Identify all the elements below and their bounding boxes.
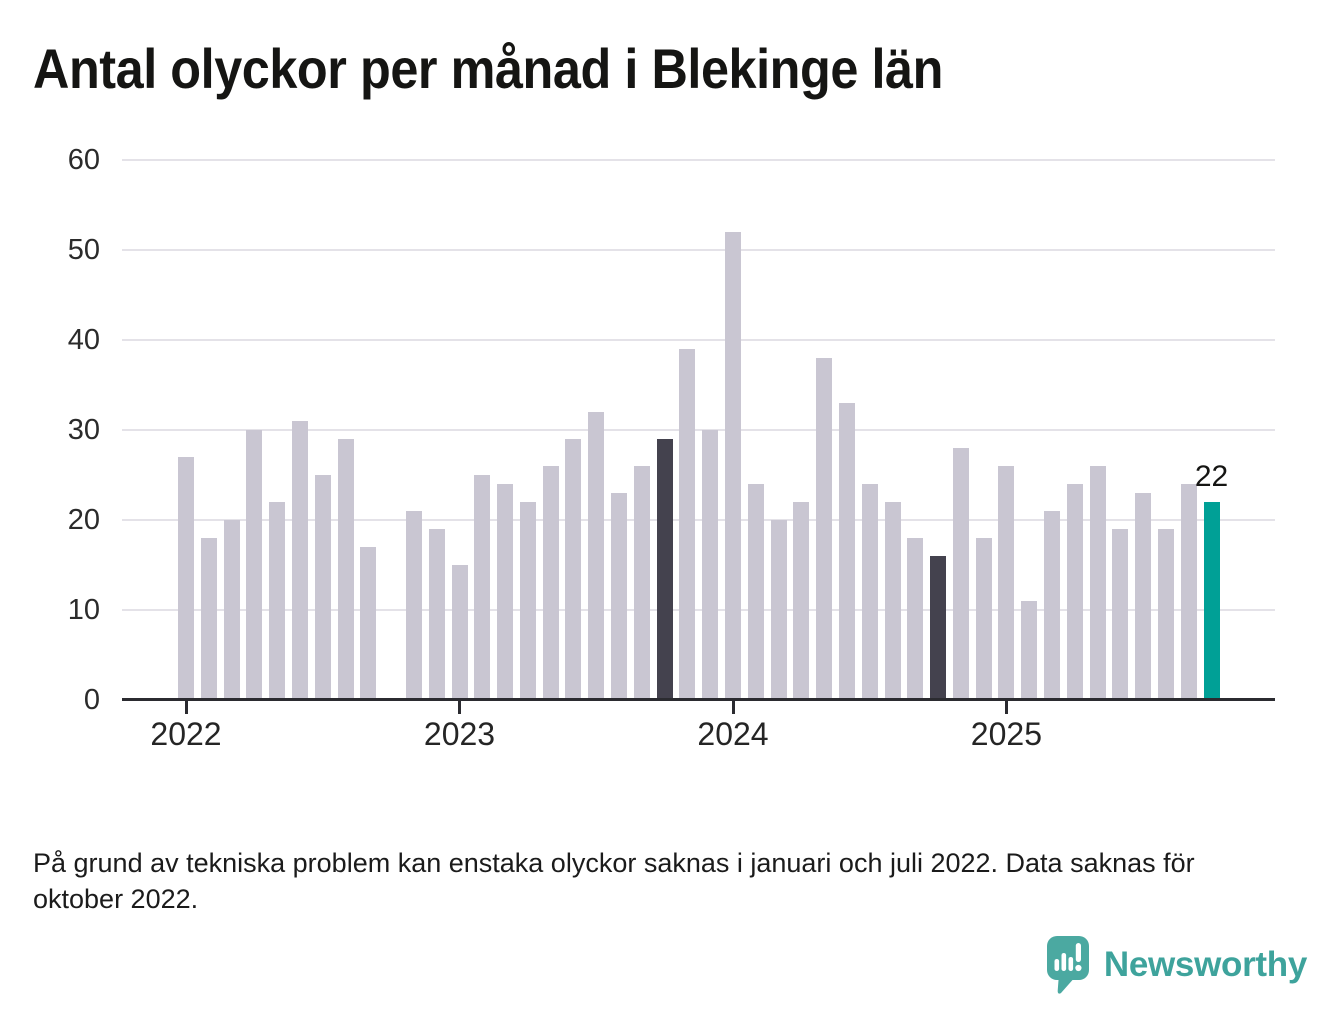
bar-2022-12 [428, 529, 445, 700]
bar-2023-12 [702, 430, 719, 700]
bar-2024-08 [884, 502, 901, 700]
bar-2023-06 [565, 439, 582, 700]
bar-2025-02 [1021, 601, 1038, 700]
bar-2023-08 [611, 493, 627, 700]
newsworthy-logo-text: Newsworthy [1103, 945, 1307, 984]
bar-2024-01 [725, 232, 741, 700]
gridline-10 [122, 609, 1275, 611]
x-axis-line [122, 698, 1275, 701]
bar-2024-09 [907, 538, 924, 700]
latest-value-label: 22 [1194, 460, 1229, 493]
bar-2022-09 [360, 547, 377, 700]
y-tick-label-0: 0 [83, 684, 100, 716]
bar-2023-04 [519, 502, 536, 700]
bar-2025-08 [1158, 529, 1174, 700]
y-tick-label-50: 50 [67, 234, 100, 266]
x-tick-label-2025: 2025 [970, 716, 1042, 752]
bar-2022-06 [291, 421, 308, 700]
bar-2024-07 [861, 484, 878, 700]
bar-2024-04 [793, 502, 810, 700]
bar-2024-03 [770, 520, 787, 700]
bar-2022-07 [314, 475, 331, 700]
bar-2022-11 [405, 511, 422, 700]
gridline-40 [122, 339, 1275, 341]
gridline-60 [122, 159, 1275, 161]
bar-2025-09 [1180, 484, 1197, 700]
newsworthy-logo: Newsworthy [1046, 936, 1307, 994]
gridline-30 [122, 429, 1275, 431]
chart-title: Antal olyckor per månad i Blekinge län [33, 37, 943, 100]
bar-2022-08 [337, 439, 354, 700]
bar-2024-06 [838, 403, 855, 700]
bar-2023-10 [656, 439, 673, 700]
x-tick-2025 [1004, 701, 1008, 714]
y-tick-label-20: 20 [67, 504, 100, 536]
x-tick-label-2024: 2024 [697, 716, 769, 752]
bar-2024-10 [930, 556, 947, 700]
y-tick-label-30: 30 [67, 414, 100, 446]
bar-2023-01 [451, 565, 468, 700]
bar-2025-06 [1112, 529, 1129, 700]
bar-2023-02 [474, 475, 491, 700]
bar-2024-05 [816, 358, 833, 700]
bar-2023-03 [497, 484, 514, 700]
newsworthy-logo-icon [1046, 936, 1089, 994]
gridline-20 [122, 519, 1275, 521]
bar-2024-11 [952, 448, 969, 700]
bar-2024-12 [975, 538, 992, 700]
y-tick-label-10: 10 [67, 594, 100, 626]
x-tick-label-2022: 2022 [150, 716, 222, 752]
y-tick-label-40: 40 [67, 324, 100, 356]
bar-2025-03 [1044, 511, 1060, 700]
y-tick-label-60: 60 [67, 144, 100, 176]
bar-2022-03 [223, 520, 240, 700]
bar-2024-02 [747, 484, 764, 700]
bar-2023-09 [633, 466, 650, 700]
bar-2025-04 [1066, 484, 1083, 700]
bar-2022-04 [246, 430, 263, 700]
x-tick-2023 [458, 701, 461, 714]
x-tick-2022 [184, 701, 188, 714]
bar-2022-05 [269, 502, 286, 700]
bar-2025-01 [998, 466, 1015, 700]
bar-2025-05 [1089, 466, 1106, 700]
bar-2022-02 [200, 538, 217, 700]
bar-2025-10 [1203, 502, 1220, 700]
x-tick-2024 [731, 701, 735, 714]
gridline-50 [122, 249, 1275, 251]
x-tick-label-2023: 2023 [423, 716, 496, 752]
bar-2022-01 [178, 457, 194, 700]
bar-2025-07 [1135, 493, 1152, 700]
chart-footnote: På grund av tekniska problem kan enstaka… [33, 848, 1195, 914]
bar-2023-05 [542, 466, 559, 700]
bar-2023-07 [588, 412, 605, 700]
bar-2023-11 [679, 349, 696, 700]
